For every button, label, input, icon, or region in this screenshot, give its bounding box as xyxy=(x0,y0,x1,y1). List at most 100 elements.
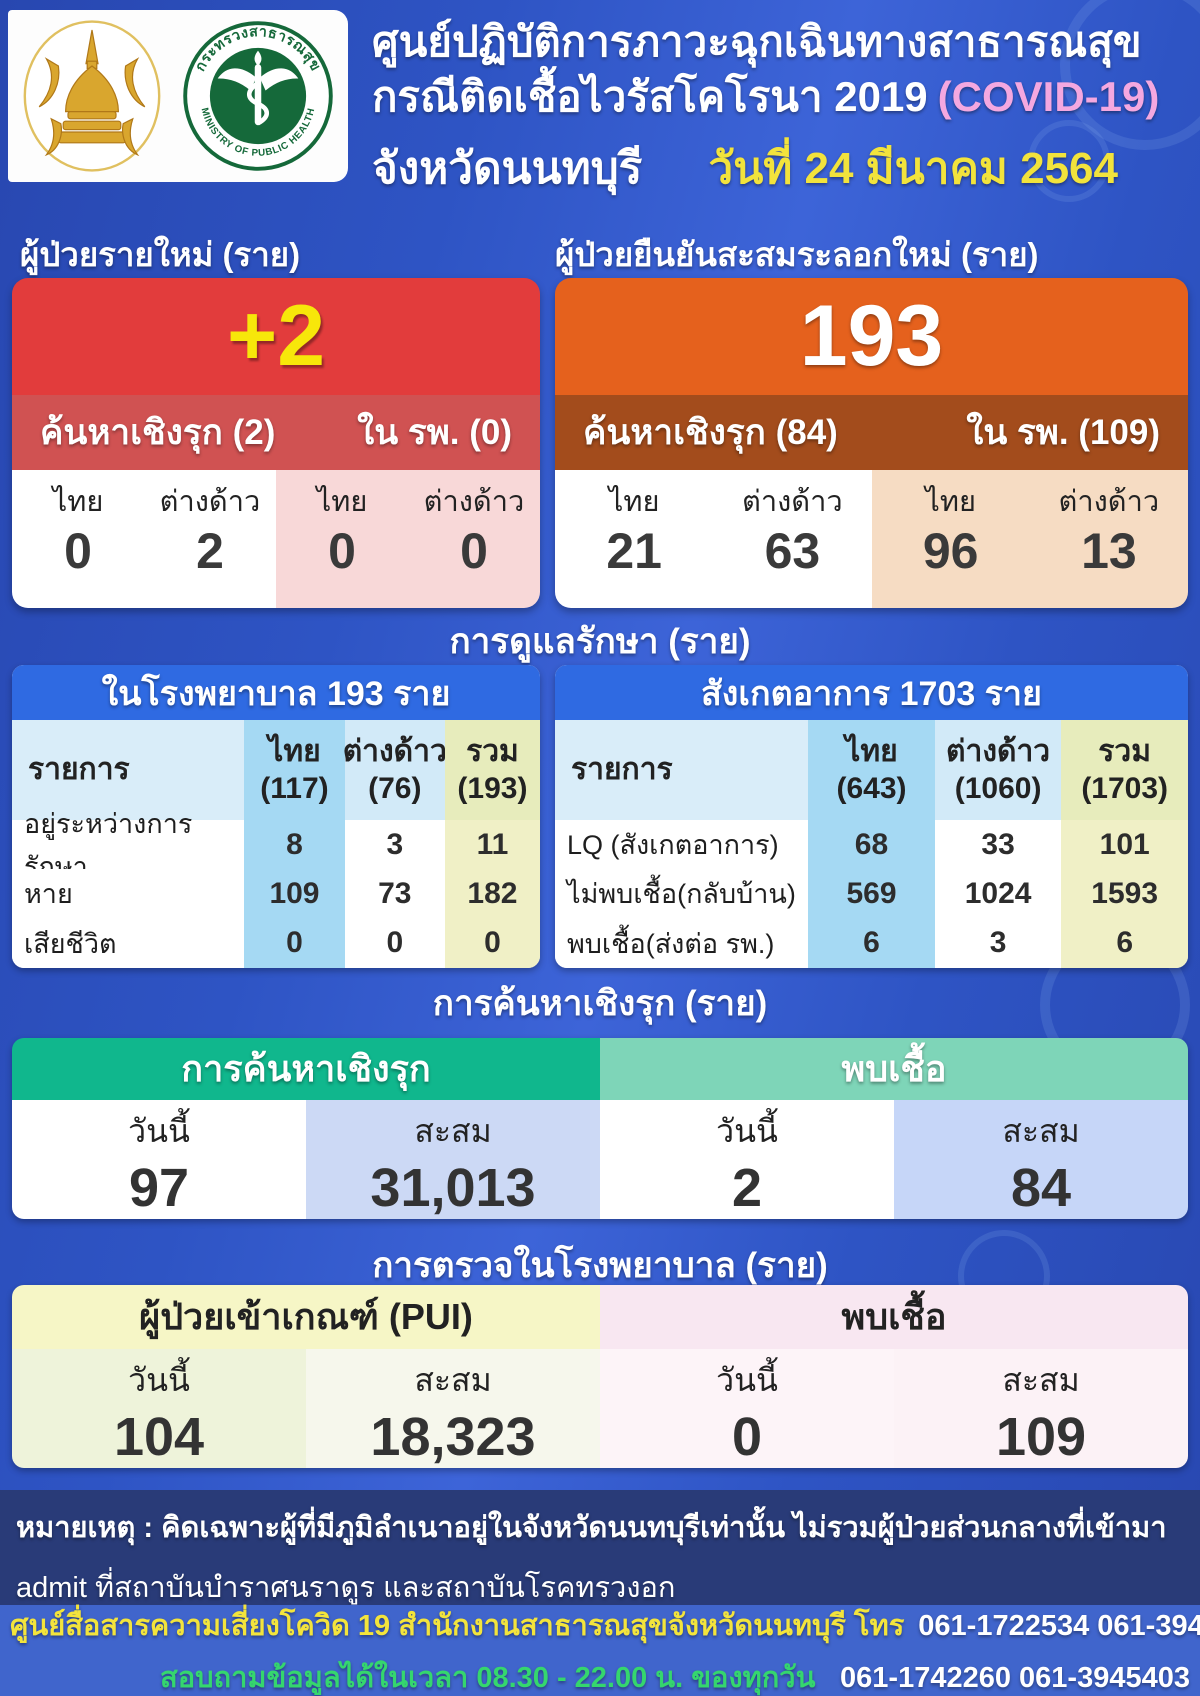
column-header: ต่างด้าว (76) xyxy=(343,720,447,820)
stat-value: 109 xyxy=(995,1406,1087,1467)
table-cell: 8 xyxy=(244,820,345,869)
table-cell: 6 xyxy=(808,918,935,968)
table-cell: 0 xyxy=(344,918,445,968)
page-title-line1: ศูนย์ปฏิบัติการภาวะฉุกเฉินทางสาธารณสุข xyxy=(372,18,1142,65)
table-row-label: เสียชีวิต xyxy=(12,918,245,968)
breakdown-label: ไทย xyxy=(52,486,104,518)
stat-label: สะสม xyxy=(1002,1112,1080,1149)
note-line2: admit ที่สถาบันบำราศนราดูร และสถาบันโรคท… xyxy=(16,1572,676,1604)
stat-label: วันนี้ xyxy=(716,1112,778,1149)
hospital-care-table: ในโรงพยาบาล 193 ราย รายการ ไทย (117) ต่าง… xyxy=(12,665,540,968)
contact-phones-2: 061-1742260 061-3945403 xyxy=(840,1661,1190,1694)
cumulative-cases-band: ค้นหาเชิงรุก (84) ใน รพ. (109) xyxy=(555,395,1188,470)
page-title-line2: กรณีติดเชื้อไวรัสโคโรนา 2019 (COVID-19) xyxy=(372,69,1188,124)
header-titles: ศูนย์ปฏิบัติการภาวะฉุกเฉินทางสาธารณสุข ก… xyxy=(372,14,1188,203)
title-line2-text: กรณีติดเชื้อไวรัสโคโรนา 2019 xyxy=(372,73,928,121)
cumulative-breakdown: ไทย 21 ต่างด้าว 63 ไทย 96 ต่างด้าว 13 xyxy=(555,470,1188,608)
breakdown-cell: ต่างด้าว 2 xyxy=(144,470,276,608)
stat-value: 84 xyxy=(1010,1157,1072,1218)
breakdown-label: ไทย xyxy=(608,486,660,518)
new-cases-active-search: ค้นหาเชิงรุก (2) xyxy=(40,413,276,452)
proactive-card: การค้นหาเชิงรุก พบเชื้อ วันนี้ 97 สะสม 3… xyxy=(12,1038,1188,1219)
stat-cell: สะสม 31,013 xyxy=(306,1099,600,1219)
stat-value: 0 xyxy=(731,1406,763,1467)
stat-cell: วันนี้ 97 xyxy=(12,1099,306,1219)
stat-label: วันนี้ xyxy=(128,1112,190,1149)
table-row-label: พบเชื้อ(ส่งต่อ รพ.) xyxy=(555,918,809,968)
cumulative-cases-label: ผู้ป่วยยืนยันสะสมระลอกใหม่ (ราย) xyxy=(555,236,1039,273)
logo-strip: กระทรวงสาธารณสุข MINISTRY OF PUBLIC HEAL… xyxy=(8,10,348,182)
breakdown-value: 2 xyxy=(196,523,224,579)
breakdown-cell: ไทย 21 xyxy=(555,470,714,608)
table-cell: 0 xyxy=(244,918,345,968)
column-header: รายการ xyxy=(555,720,809,820)
ministry-of-public-health-seal-icon: กระทรวงสาธารณสุข MINISTRY OF PUBLIC HEAL… xyxy=(183,21,333,171)
breakdown-value: 21 xyxy=(606,523,662,579)
breakdown-cell: ต่างด้าว 13 xyxy=(1029,470,1188,608)
breakdown-cell: ต่างด้าว 0 xyxy=(408,470,540,608)
new-cases-breakdown: ไทย 0 ต่างด้าว 2 ไทย 0 ต่างด้าว 0 xyxy=(12,470,540,608)
cumulative-active-search: ค้นหาเชิงรุก (84) xyxy=(583,413,838,452)
contact-hours: สอบถามข้อมูลได้ในเวลา 08.30 - 22.00 น. ข… xyxy=(160,1661,816,1694)
proactive-section-title: การค้นหาเชิงรุก (ราย) xyxy=(432,984,768,1023)
table-cell: 11 xyxy=(444,820,540,869)
observation-table-header: สังเกตอาการ 1703 ราย xyxy=(555,665,1188,720)
breakdown-value: 0 xyxy=(64,523,92,579)
covid19-label: (COVID-19) xyxy=(937,73,1160,121)
table-cell: 6 xyxy=(1061,918,1188,968)
breakdown-label: ต่างด้าว xyxy=(159,486,261,518)
table-cell: 3 xyxy=(934,918,1062,968)
hospital-testing-section-title: การตรวจในโรงพยาบาล (ราย) xyxy=(372,1246,828,1285)
stat-value: 104 xyxy=(113,1406,205,1467)
stat-value: 31,013 xyxy=(370,1157,536,1218)
stat-cell: วันนี้ 2 xyxy=(600,1099,894,1219)
new-cases-value: +2 xyxy=(12,278,540,395)
breakdown-cell: ต่างด้าว 63 xyxy=(713,470,872,608)
stat-label: สะสม xyxy=(414,1112,492,1149)
care-section-title: การดูแลรักษา (ราย) xyxy=(449,622,751,661)
stat-label: สะสม xyxy=(414,1361,492,1398)
breakdown-value: 96 xyxy=(922,523,979,579)
table-cell: 101 xyxy=(1061,820,1188,869)
hospital-testing-card: ผู้ป่วยเข้าเกณฑ์ (PUI) พบเชื้อ วันนี้ 10… xyxy=(12,1285,1188,1468)
table-cell: 3 xyxy=(344,820,445,869)
virus-decor-icon xyxy=(1060,0,1200,150)
cumulative-cases-card: 193 ค้นหาเชิงรุก (84) ใน รพ. (109) ไทย 2… xyxy=(555,278,1188,608)
breakdown-cell: ไทย 96 xyxy=(871,470,1030,608)
new-cases-card: +2 ค้นหาเชิงรุก (2) ใน รพ. (0) ไทย 0 ต่า… xyxy=(12,278,540,608)
table-cell: 1024 xyxy=(934,869,1062,918)
stat-value: 18,323 xyxy=(370,1406,536,1467)
breakdown-cell: ไทย 0 xyxy=(12,470,144,608)
pui-header: ผู้ป่วยเข้าเกณฑ์ (PUI) xyxy=(12,1285,600,1349)
contact-phones-1: 061-1722534 061-3945402 xyxy=(918,1609,1200,1642)
new-cases-band: ค้นหาเชิงรุก (2) ใน รพ. (0) xyxy=(12,395,540,470)
table-row-label: หาย xyxy=(12,869,245,918)
virus-decor-icon xyxy=(1028,120,1110,202)
nonthaburi-provincial-seal-icon xyxy=(23,20,161,172)
report-date: วันที่ 24 มีนาคม 2564 xyxy=(708,143,1118,193)
breakdown-label: ไทย xyxy=(316,486,368,518)
breakdown-label: ต่างด้าว xyxy=(742,486,843,518)
province-name: จังหวัดนนทบุรี xyxy=(372,143,643,193)
column-header: ต่างด้าว (1060) xyxy=(934,720,1062,820)
stat-label: วันนี้ xyxy=(128,1361,190,1398)
column-header: ไทย (117) xyxy=(244,720,345,820)
table-row-label: ไม่พบเชื้อ(กลับบ้าน) xyxy=(555,869,809,918)
proactive-search-header: การค้นหาเชิงรุก xyxy=(12,1038,600,1100)
column-header: รายการ xyxy=(12,720,245,820)
table-cell: 109 xyxy=(244,869,345,918)
table-cell: 33 xyxy=(934,820,1062,869)
table-cell: 182 xyxy=(444,869,540,918)
table-cell: 73 xyxy=(344,869,445,918)
observation-table: สังเกตอาการ 1703 ราย รายการ ไทย (643) ต่า… xyxy=(555,665,1188,968)
stat-cell: สะสม 109 xyxy=(894,1348,1188,1468)
table-row-label: อยู่ระหว่างการรักษา xyxy=(12,809,245,882)
cumulative-cases-value: 193 xyxy=(555,278,1188,395)
stat-cell: วันนี้ 0 xyxy=(600,1348,894,1468)
breakdown-label: ต่างด้าว xyxy=(1058,486,1160,518)
note-band: หมายเหตุ : คิดเฉพาะผู้ที่มีภูมิลำเนาอยู่… xyxy=(0,1490,1200,1605)
contact-band: ศูนย์สื่อสารความเสี่ยงโควิด 19 สำนักงานส… xyxy=(0,1605,1200,1696)
table-cell: 569 xyxy=(808,869,935,918)
stat-cell: สะสม 18,323 xyxy=(306,1348,600,1468)
